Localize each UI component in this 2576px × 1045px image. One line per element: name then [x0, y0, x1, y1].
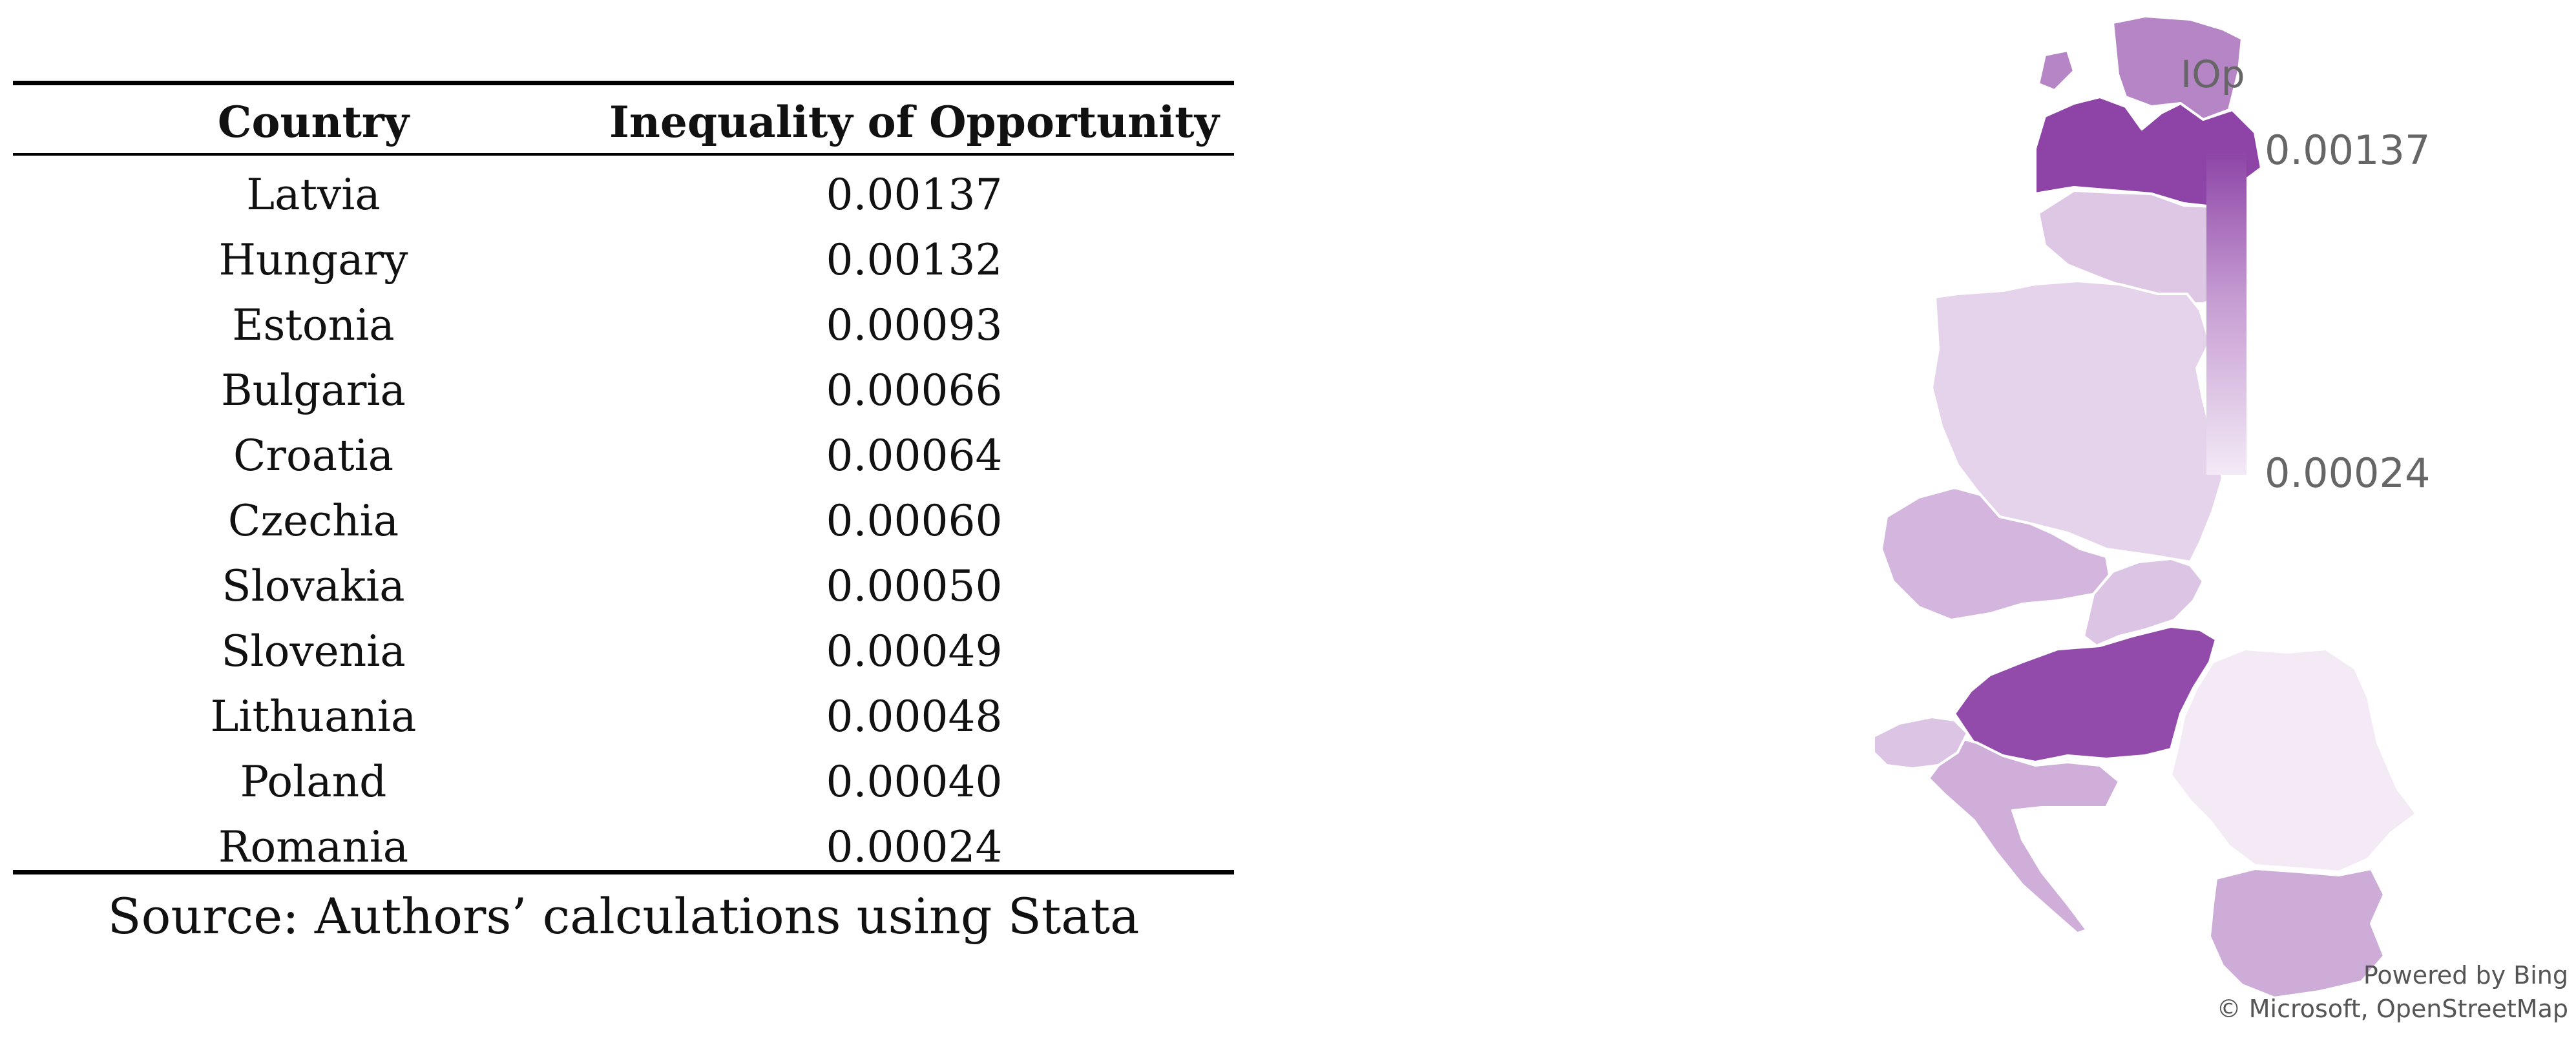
- country-hungary: [1953, 625, 2217, 763]
- cell-country: Bulgaria: [221, 366, 406, 415]
- country-slovakia: [2082, 557, 2204, 647]
- cell-inequality-value: 0.00093: [826, 300, 1003, 350]
- table-row: Bulgaria 0.00066: [13, 358, 1234, 423]
- table-row: Slovakia 0.00050: [13, 554, 1234, 619]
- table-source-note: Source: Authors’ calculations using Stat…: [107, 887, 1140, 945]
- table-row: Hungary 0.00132: [13, 227, 1234, 293]
- cell-inequality-value: 0.00066: [826, 366, 1003, 415]
- cell-inequality-value: 0.00132: [826, 235, 1003, 285]
- table-row: Romania 0.00024: [13, 814, 1234, 880]
- cell-inequality-value: 0.00060: [826, 496, 1003, 546]
- attribution-copyright: © Microsoft, OpenStreetMap: [2216, 995, 2568, 1023]
- column-header-inequality: Inequality of Opportunity: [609, 97, 1220, 147]
- cell-country: Lithuania: [210, 692, 417, 741]
- cell-inequality-value: 0.00137: [826, 170, 1003, 220]
- cell-country: Slovenia: [221, 626, 406, 676]
- map-attribution: Powered by Bing © Microsoft, OpenStreetM…: [2217, 958, 2568, 1026]
- map-canvas: [1872, 15, 2418, 999]
- country-bulgaria: [2208, 867, 2385, 999]
- table-row: Poland 0.00040: [13, 749, 1234, 814]
- legend-max-label: 0.00137: [2265, 127, 2431, 174]
- table-header-rule: [13, 153, 1234, 156]
- attribution-powered-by: Powered by Bing: [2363, 961, 2568, 989]
- table-row: Lithuania 0.00048: [13, 684, 1234, 749]
- cell-country: Croatia: [233, 431, 394, 481]
- table-row: Estonia 0.00093: [13, 293, 1234, 358]
- table-bottom-rule: [13, 870, 1234, 874]
- table-body: Latvia 0.00137 Hungary 0.00132 Estonia 0.0009…: [13, 162, 1234, 880]
- cell-inequality-value: 0.00050: [826, 561, 1003, 611]
- cell-country: Estonia: [232, 300, 395, 350]
- column-header-country: Country: [217, 97, 410, 147]
- country-poland: [1931, 280, 2224, 563]
- cell-country: Slovakia: [222, 561, 405, 611]
- cell-country: Poland: [240, 757, 387, 807]
- country-slovenia: [1872, 716, 1969, 770]
- country-estonia: [2037, 15, 2243, 121]
- cell-inequality-value: 0.00048: [826, 692, 1003, 741]
- cell-inequality-value: 0.00049: [826, 626, 1003, 676]
- cell-country: Romania: [218, 822, 409, 872]
- legend-min-label: 0.00024: [2265, 450, 2431, 497]
- country-latvia: [2034, 96, 2263, 208]
- legend-title: IOp: [2181, 52, 2245, 96]
- legend-color-scale: [2206, 152, 2246, 475]
- cell-country: Latvia: [246, 170, 381, 220]
- table-row: Latvia 0.00137: [13, 162, 1234, 227]
- table-row: Slovenia 0.00049: [13, 619, 1234, 684]
- table-row: Czechia 0.00060: [13, 488, 1234, 554]
- table-top-rule: [13, 81, 1234, 85]
- country-romania: [2170, 648, 2418, 873]
- cell-country: Czechia: [227, 496, 399, 546]
- map-legend: IOp 0.00137 0.00024: [2181, 52, 2555, 504]
- country-croatia: [1927, 735, 2120, 935]
- cell-inequality-value: 0.00064: [826, 431, 1003, 481]
- table-row: Croatia 0.00064: [13, 423, 1234, 488]
- cell-country: Hungary: [218, 235, 408, 285]
- cell-inequality-value: 0.00040: [826, 757, 1003, 807]
- cell-inequality-value: 0.00024: [826, 822, 1003, 872]
- choropleth-map: IOp 0.00137 0.00024 Powered by Bing © Mi…: [1421, 0, 2576, 1045]
